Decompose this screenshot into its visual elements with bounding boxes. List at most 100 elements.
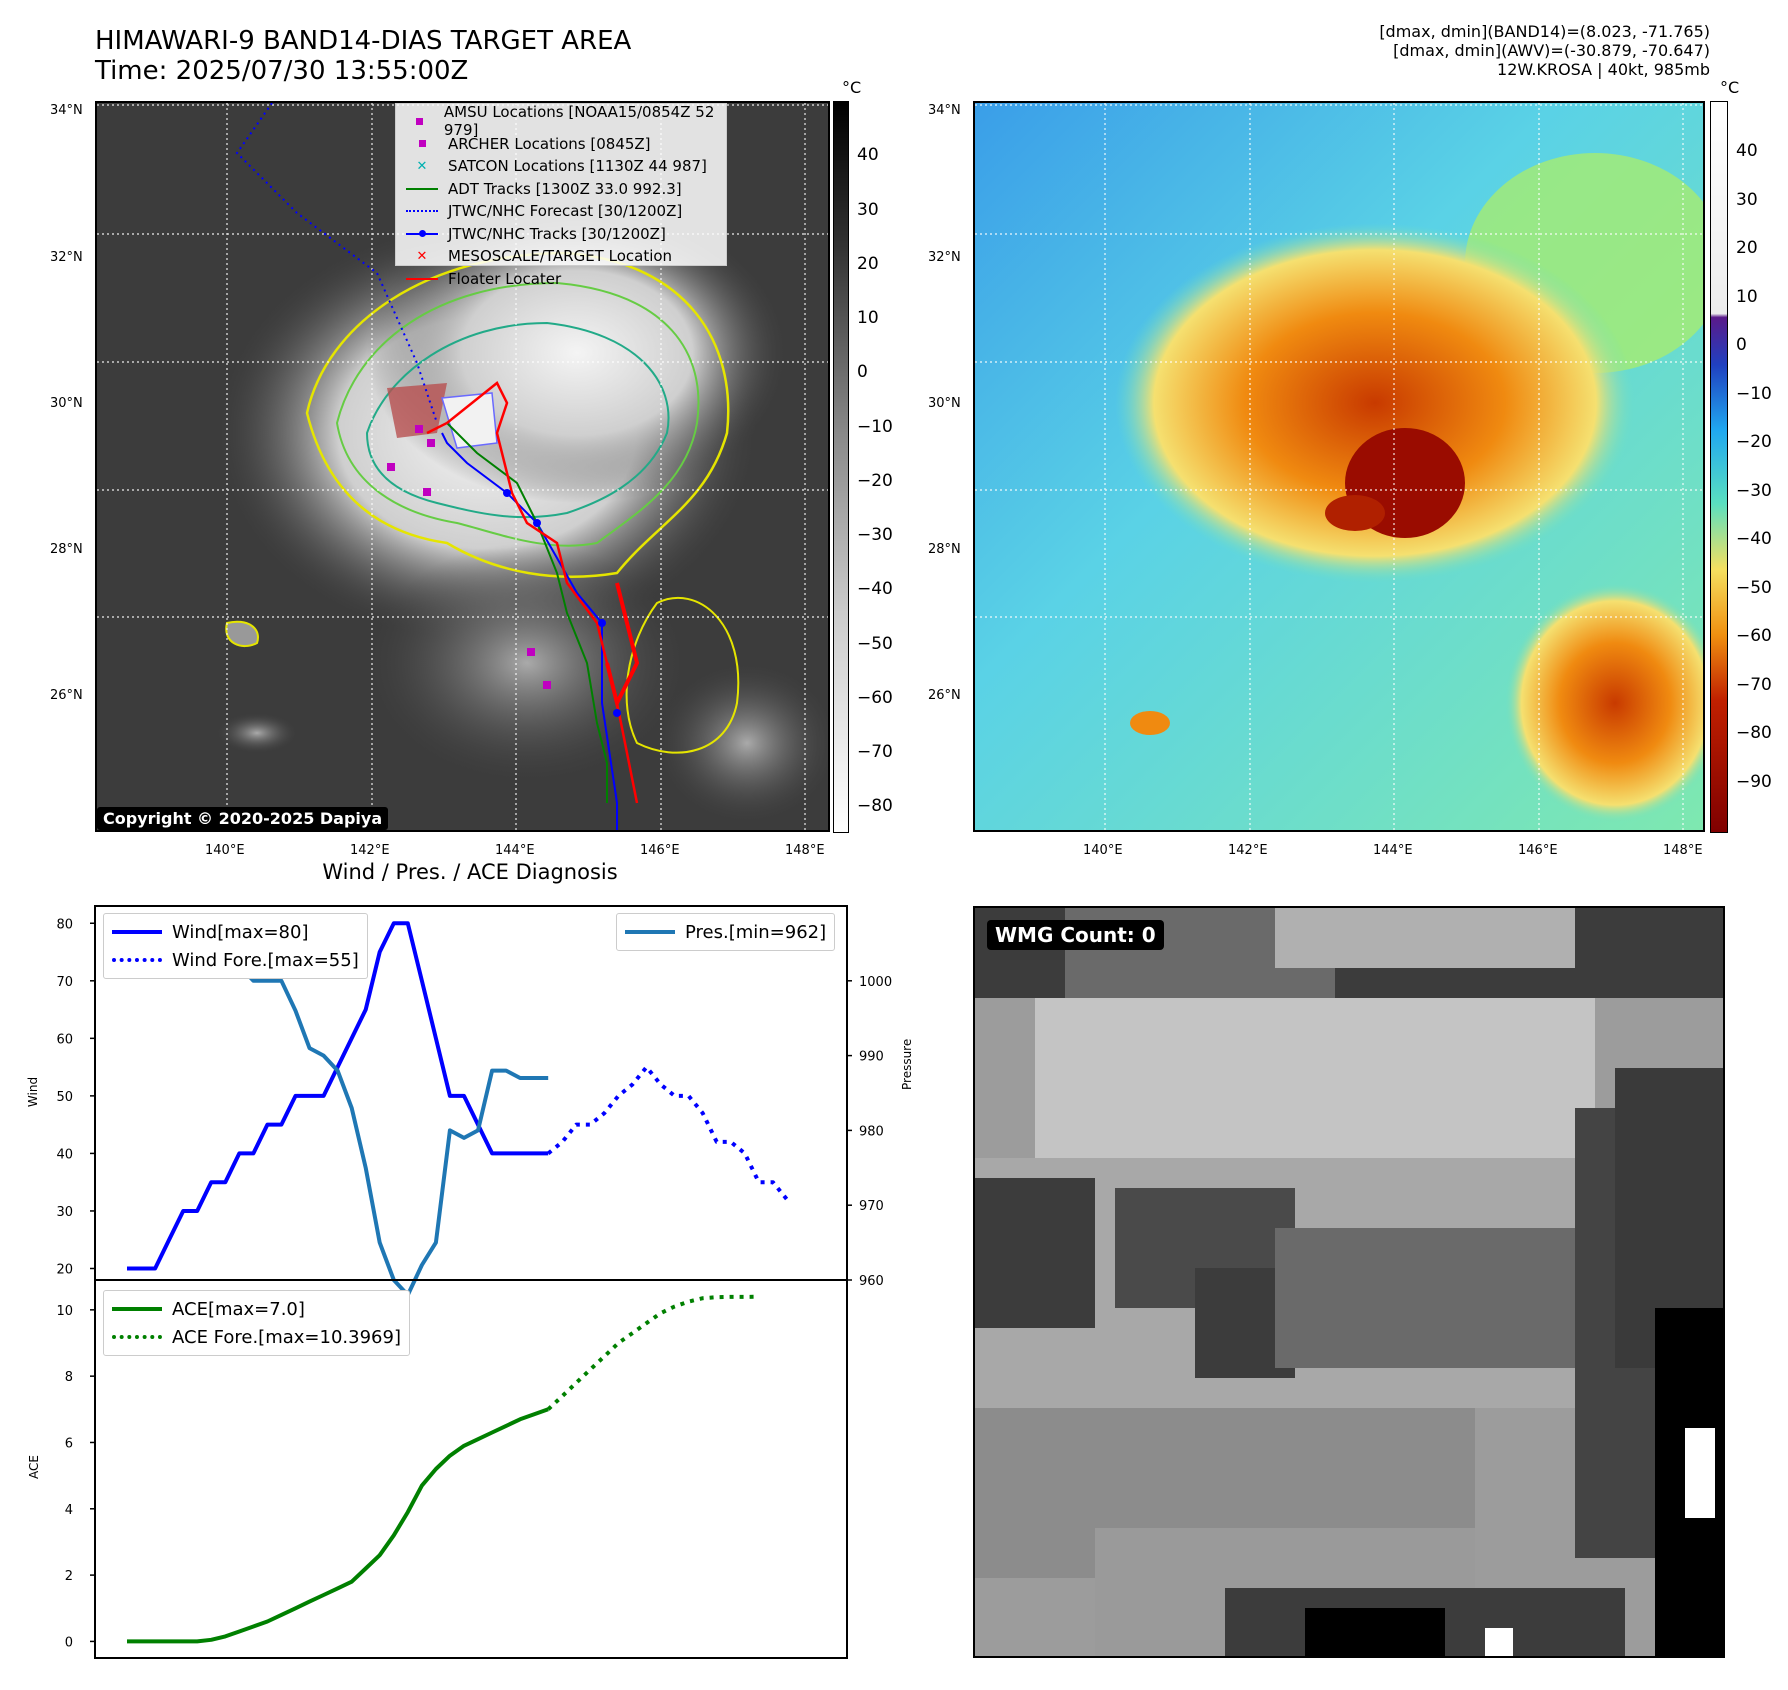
legend-item: AMSU Locations [NOAA15/0854Z 52 979] [404, 103, 718, 139]
x-marker-icon: ✕ [416, 158, 428, 174]
lon-label: 146°E [1518, 843, 1558, 858]
colorbar-tick: 20 [857, 254, 879, 274]
legend-label: JTWC/NHC Forecast [30/1200Z] [448, 202, 683, 221]
colorbar-tick: −70 [857, 742, 893, 762]
colorbar-tick: 30 [857, 200, 879, 220]
lon-label: 142°E [350, 843, 390, 858]
dotted-line-icon [112, 1335, 162, 1339]
legend-label: Floater Locater [448, 269, 562, 288]
lat-label: 26°N [928, 688, 961, 703]
y-right-tick-label: 1000 [859, 975, 892, 990]
colorbar-tick: −60 [857, 688, 893, 708]
colorbar-tick: 10 [1736, 287, 1758, 307]
y-tick-label: 0 [65, 1635, 73, 1650]
lon-label: 144°E [495, 843, 535, 858]
wind-legend: Wind[max=80] Wind Fore.[max=55] [103, 913, 368, 979]
colorbar-tick: −20 [1736, 432, 1772, 452]
solid-line-icon [112, 930, 162, 934]
lon-label: 142°E [1228, 843, 1268, 858]
colorbar-tick: −60 [1736, 626, 1772, 646]
square-marker-icon [418, 140, 426, 148]
awv-map-panel [973, 101, 1705, 832]
y-tick-label: 30 [56, 1205, 73, 1220]
diagnosis-title: Wind / Pres. / ACE Diagnosis [322, 860, 618, 884]
lat-label: 28°N [928, 542, 961, 557]
colorbar-unit: °C [1720, 78, 1740, 97]
square-marker-icon [416, 117, 424, 125]
legend-label: ACE Fore.[max=10.3969] [172, 1326, 401, 1348]
colorbar-tick: −80 [1736, 723, 1772, 743]
solid-line-icon [625, 930, 675, 934]
grayscale-colorbar [833, 101, 849, 833]
legend-item: ACE Fore.[max=10.3969] [112, 1323, 401, 1351]
legend-label: Wind[max=80] [172, 921, 309, 943]
colorbar-tick: 30 [1736, 190, 1758, 210]
legend-item: Pres.[min=962] [625, 918, 826, 946]
title-line1: HIMAWARI-9 BAND14-DIAS TARGET AREA [95, 26, 632, 56]
legend-label: Wind Fore.[max=55] [172, 949, 359, 971]
y-tick-label: 20 [56, 1262, 73, 1277]
wmg-panel: WMG Count: 0 [973, 906, 1725, 1658]
colorbar-tick: 20 [1736, 238, 1758, 258]
wmg-count-badge: WMG Count: 0 [987, 920, 1164, 950]
legend-label: SATCON Locations [1130Z 44 987] [448, 157, 707, 176]
solid-line-icon [406, 277, 438, 280]
y-right-tick-label: 980 [859, 1124, 884, 1139]
lon-label: 148°E [1663, 843, 1703, 858]
lat-label: 28°N [50, 542, 83, 557]
legend-item: ✕ MESOSCALE/TARGET Location [404, 245, 718, 268]
y-tick-label: 40 [56, 1147, 73, 1162]
colorbar-tick: −90 [1736, 772, 1772, 792]
y-right-tick-label: 970 [859, 1199, 884, 1214]
legend-label: JTWC/NHC Tracks [30/1200Z] [448, 224, 666, 243]
y-right-tick-label: 990 [859, 1050, 884, 1065]
legend-item: ADT Tracks [1300Z 33.0 992.3] [404, 178, 718, 201]
y-tick-label: 50 [56, 1090, 73, 1105]
legend-label: Pres.[min=962] [685, 921, 827, 943]
y-tick-label: 60 [56, 1032, 73, 1047]
y-tick-label: 2 [65, 1569, 73, 1584]
legend-item: JTWC/NHC Tracks [30/1200Z] [404, 223, 718, 246]
colorbar-tick: −20 [857, 471, 893, 491]
title-line2: Time: 2025/07/30 13:55:00Z [95, 56, 469, 86]
x-marker-icon: ✕ [416, 248, 428, 264]
ace-legend: ACE[max=7.0] ACE Fore.[max=10.3969] [103, 1290, 410, 1356]
colorbar-tick: −30 [1736, 481, 1772, 501]
legend-label: MESOSCALE/TARGET Location [448, 247, 673, 266]
lat-label: 32°N [50, 250, 83, 265]
solid-line-icon [406, 187, 438, 190]
colorbar-tick: 40 [857, 145, 879, 165]
page-title: HIMAWARI-9 BAND14-DIAS TARGET AREA Time:… [95, 26, 631, 86]
copyright-badge: Copyright © 2020-2025 Dapiya [97, 807, 389, 830]
legend-item: Wind[max=80] [112, 918, 359, 946]
colorbar-tick: −40 [857, 579, 893, 599]
colorbar-tick: 0 [857, 362, 868, 382]
colorbar-unit: °C [842, 78, 862, 97]
legend-item: Wind Fore.[max=55] [112, 946, 359, 974]
y-tick-label: 4 [65, 1503, 73, 1518]
ir-map-panel: AMSU Locations [NOAA15/0854Z 52 979] ARC… [95, 101, 830, 832]
legend-item: ACE[max=7.0] [112, 1295, 401, 1323]
colorbar-tick: 40 [1736, 141, 1758, 161]
colorbar-tick: −50 [1736, 578, 1772, 598]
stats-block: [dmax, dmin](BAND14)=(8.023, -71.765) [d… [1379, 22, 1710, 79]
awv-colorbar [1710, 101, 1728, 833]
y-tick-label: 8 [65, 1370, 73, 1385]
lat-label: 30°N [50, 396, 83, 411]
colorbar-tick: −10 [857, 417, 893, 437]
y-tick-label: 80 [56, 917, 73, 932]
y-tick-label: 10 [56, 1304, 73, 1319]
line-dot-icon [406, 229, 438, 237]
awv-map-svg [975, 103, 1703, 830]
colorbar-tick: −70 [1736, 675, 1772, 695]
lat-label: 32°N [928, 250, 961, 265]
legend-label: ADT Tracks [1300Z 33.0 992.3] [448, 179, 682, 198]
lat-label: 26°N [50, 688, 83, 703]
colorbar-tick: −10 [1736, 384, 1772, 404]
legend-item: Floater Locater [404, 268, 718, 291]
legend-label: ARCHER Locations [0845Z] [448, 134, 651, 153]
lon-label: 140°E [205, 843, 245, 858]
lat-label: 34°N [50, 103, 83, 118]
legend-label: ACE[max=7.0] [172, 1298, 305, 1320]
lon-label: 144°E [1373, 843, 1413, 858]
